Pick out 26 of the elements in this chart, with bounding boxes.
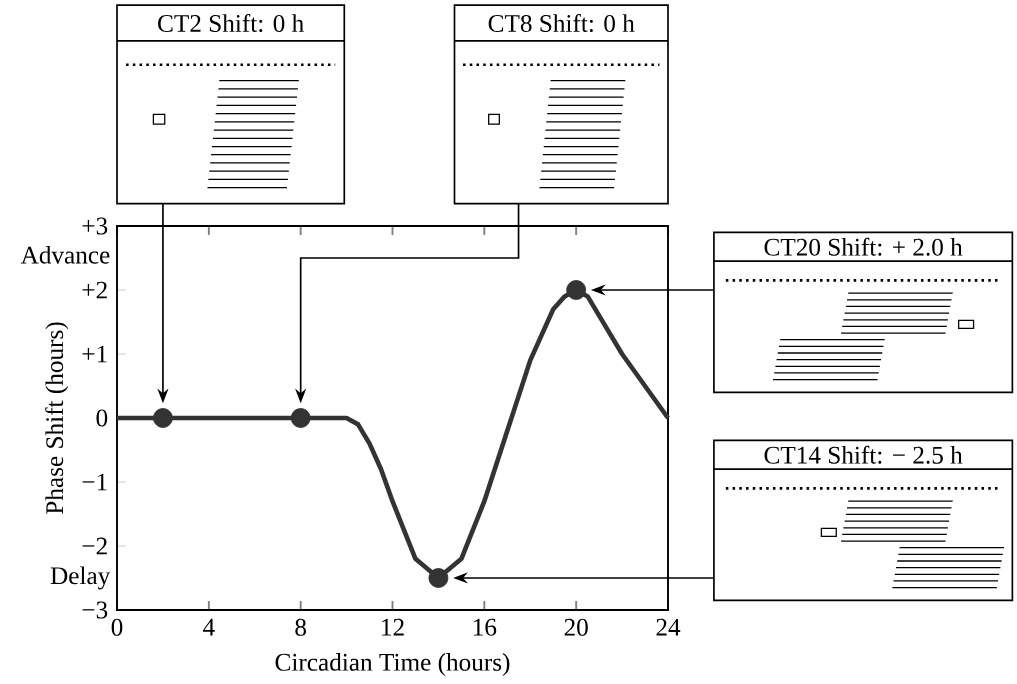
point <box>153 407 173 428</box>
y-tick-label: −1 <box>82 473 107 491</box>
text: Delay <box>50 566 111 590</box>
y-tick-label: +3 <box>82 217 108 235</box>
y-tick-label: 0 <box>96 409 108 427</box>
x-tick-label: 20 <box>564 618 588 636</box>
x-tick-label: 4 <box>203 618 215 636</box>
x-tick-label: 0 <box>111 618 123 636</box>
point <box>290 407 311 428</box>
x-tick-label: 12 <box>382 618 404 636</box>
y-tick-label: −2 <box>82 537 107 555</box>
y-tick-label: −3 <box>82 601 108 619</box>
text: Advance <box>20 245 110 264</box>
y-axis-title: Phase Shift (hours) <box>45 322 69 514</box>
point <box>566 279 587 300</box>
text: CT8 Shift: 0 h <box>488 13 635 32</box>
x-tick-label: 8 <box>295 618 306 636</box>
y-tick-label: +2 <box>82 281 107 299</box>
point <box>428 567 449 588</box>
text: CT20 Shift: + 2.0 h <box>764 237 963 256</box>
x-tick-label: 16 <box>473 618 497 636</box>
y-tick-label: +1 <box>82 345 107 363</box>
text: CT2 Shift: 0 h <box>158 13 304 32</box>
x-axis-title: Circadian Time (hours) <box>275 652 510 676</box>
x-tick-label: 24 <box>656 618 681 636</box>
text: CT14 Shift: − 2.5 h <box>764 445 963 464</box>
